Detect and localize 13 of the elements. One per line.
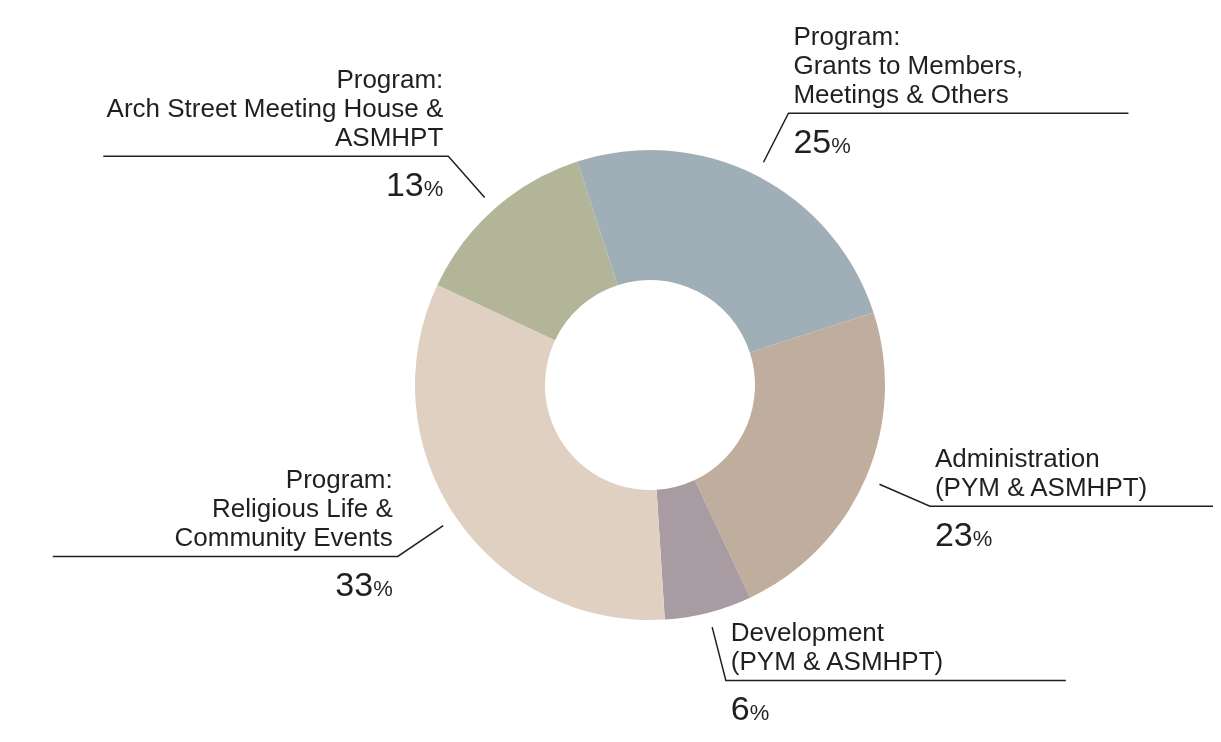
- slice-label: Program: Arch Street Meeting House & ASMHPT: [106, 64, 444, 153]
- donut-slice: [415, 284, 665, 620]
- data-label: 13%: [385, 165, 444, 204]
- slice-label: Program: Grants to Members, Meetings & Others: [793, 21, 1024, 110]
- slice-label: Administration (PYM & ASMHPT): [934, 443, 1148, 503]
- data-label: 23%: [934, 515, 993, 554]
- slice-label: Program: Religious Life & Community Events: [174, 464, 393, 553]
- slice-label: Development (PYM & ASMHPT): [730, 617, 944, 677]
- donut-slice: [656, 480, 751, 620]
- donut-slice: [694, 312, 885, 598]
- data-label: 33%: [335, 565, 393, 604]
- data-label: 6%: [730, 689, 770, 728]
- data-label: 25%: [793, 122, 851, 161]
